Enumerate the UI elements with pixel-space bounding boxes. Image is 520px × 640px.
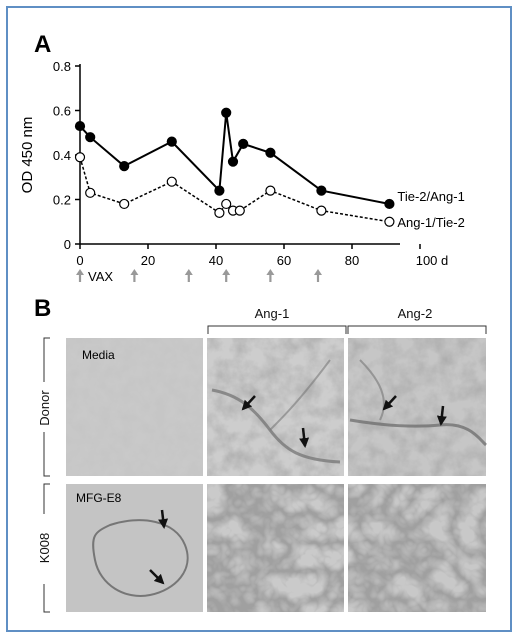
micrograph-donor-ang1 (207, 338, 344, 476)
row-label-k008: K008 (37, 533, 52, 563)
series-label: Ang-1/Tie-2 (397, 215, 464, 230)
data-point (316, 205, 327, 216)
y-tick-label: 0.6 (53, 104, 71, 119)
micrograph-donor-media (66, 338, 203, 476)
data-point (166, 136, 177, 147)
arrow-donor-ang1-a (241, 395, 256, 411)
data-point (234, 205, 245, 216)
x-tick-label: 40 (209, 253, 223, 268)
series-line-1 (79, 157, 390, 223)
x-tick-label: 60 (277, 253, 291, 268)
vax-arrowhead (314, 269, 322, 275)
vax-arrowhead (266, 269, 275, 275)
vax-arrowhead (76, 269, 84, 275)
x-tick-label: 0 (76, 253, 83, 268)
arrow-donor-ang2-b (436, 405, 447, 426)
data-point (384, 198, 395, 210)
vax-label: VAX (88, 269, 113, 284)
panel-a-label: A (34, 31, 51, 58)
arrow-k008-mfg-a (158, 509, 169, 529)
x-tick-label: 80 (345, 253, 359, 268)
panel-b-label: B (34, 295, 51, 322)
data-point (238, 138, 249, 149)
arrow-donor-ang1-b (299, 427, 310, 448)
col-bracket-ang1 (207, 325, 347, 334)
data-point (119, 198, 130, 210)
micrograph-k008-ang1 (207, 484, 344, 612)
y-tick-label: 0.2 (53, 193, 71, 208)
vax-arrowhead (130, 269, 139, 275)
series-label: Tie-2/Ang-1 (397, 189, 464, 204)
data-point (384, 216, 395, 227)
row-label-donor: Donor (37, 390, 52, 426)
cell-label-mfg-e8: MFG-E8 (76, 491, 122, 505)
x-tick-label: 20 (141, 253, 155, 268)
data-point (265, 185, 276, 196)
data-point (74, 152, 86, 163)
cell-label-media: Media (82, 348, 115, 362)
col-bracket-ang2 (347, 325, 487, 334)
data-point (316, 185, 327, 196)
arrow-k008-mfg-b (149, 569, 165, 585)
micrograph-donor-ang2 (348, 338, 488, 476)
micrograph-k008-mfg (66, 484, 203, 612)
col-header-ang1: Ang-1 (255, 306, 290, 321)
micrograph-k008-ang2 (348, 484, 486, 612)
data-point (85, 187, 96, 198)
data-point (119, 161, 130, 172)
data-point (214, 207, 225, 218)
y-axis-label: OD 450 nm (19, 117, 36, 194)
od-line-chart: 0 0.2 0.4 0.6 0.8 0 20 40 60 80 100 d OD 450 nm Tie-… (19, 59, 465, 284)
data-point (74, 120, 86, 132)
y-tick-label: 0.8 (53, 59, 71, 74)
arrow-donor-ang2-a (382, 395, 397, 411)
y-tick-label: 0.4 (53, 148, 71, 163)
col-header-ang2: Ang-2 (398, 306, 433, 321)
data-point (265, 147, 276, 158)
data-point (214, 185, 225, 196)
y-tick-label: 0 (64, 237, 71, 252)
data-point (166, 176, 177, 187)
x-unit-label: 100 d (416, 253, 449, 268)
vax-arrowhead (184, 269, 193, 275)
data-point (221, 107, 232, 118)
data-point (221, 198, 232, 210)
data-point (227, 156, 239, 167)
vax-arrowhead (222, 269, 231, 275)
data-point (85, 132, 96, 143)
